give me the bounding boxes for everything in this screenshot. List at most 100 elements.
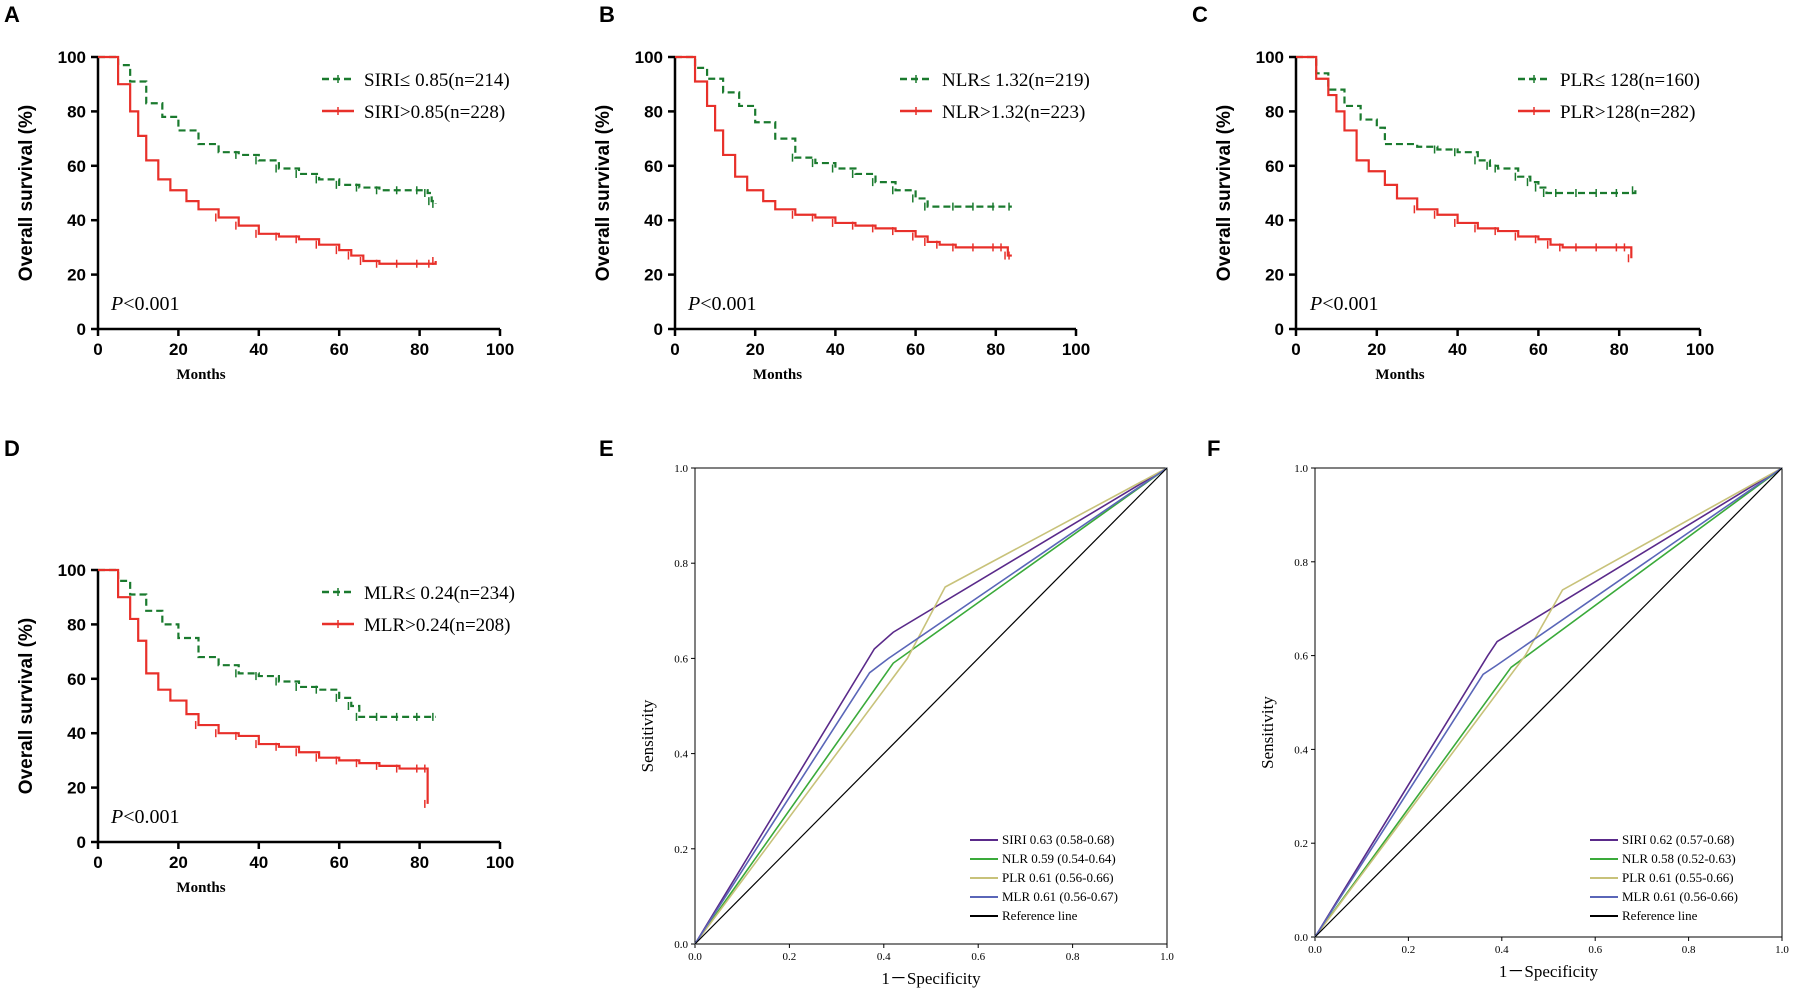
legend-label: MLR≤ 0.24(n=234) [364, 583, 515, 604]
x-axis-label: Months [176, 880, 225, 896]
y-tick-label: 100 [58, 561, 86, 580]
y-tick-label: 0.2 [674, 844, 688, 856]
roc-panel-f: F 0.0 0.2 0.4 0.6 0.8 1.0 0.0 0.2 0.4 0.6 0.8 1.0 1－S… [1207, 436, 1789, 981]
y-tick-label: 80 [644, 102, 663, 121]
x-tick-label: 0.2 [783, 951, 797, 963]
panel-letter: C [1192, 2, 1208, 27]
y-tick-label: 60 [67, 670, 86, 689]
y-tick-label: 0.2 [1294, 838, 1308, 850]
y-tick-label: 100 [58, 48, 86, 67]
y-tick-label: 0 [1275, 320, 1284, 339]
plot-frame [694, 467, 1168, 945]
y-tick-label: 40 [67, 211, 86, 230]
x-tick-label: 0.6 [971, 951, 985, 963]
x-tick-label: 0 [670, 340, 679, 359]
x-tick-label: 0.6 [1588, 944, 1602, 956]
p-value-italic: P [110, 293, 123, 315]
x-tick-label: 20 [169, 340, 188, 359]
x-tick-label: 80 [410, 340, 429, 359]
legend-label: Reference line [1622, 908, 1698, 923]
y-tick-label: 100 [1256, 48, 1284, 67]
x-tick-label: 80 [410, 853, 429, 872]
p-value-italic: P [687, 293, 700, 315]
x-axis-label: Months [176, 367, 225, 383]
survival-curve-low [675, 55, 1012, 208]
roc-curve-mlr [1314, 467, 1783, 938]
p-value-text: <0.001 [1322, 293, 1378, 315]
x-tick-label: 20 [169, 853, 188, 872]
roc-curve-mlr [694, 467, 1168, 945]
y-tick-label: 0 [654, 320, 663, 339]
x-tick-label: 0.4 [877, 951, 891, 963]
y-tick-label: 0.8 [1294, 557, 1308, 569]
plot-frame [1314, 467, 1783, 938]
p-value: P<0.001 [687, 293, 757, 315]
y-tick-label: 0.6 [674, 653, 688, 665]
legend-label: SIRI>0.85(n=228) [364, 102, 505, 123]
roc-curve-nlr [694, 467, 1168, 945]
legend-label: NLR 0.59 (0.54-0.64) [1002, 851, 1116, 866]
x-tick-label: 0.8 [1066, 951, 1080, 963]
y-tick-label: 20 [644, 266, 663, 285]
y-tick-label: 0 [77, 833, 86, 852]
x-tick-label: 60 [906, 340, 925, 359]
y-tick-label: 0.0 [1294, 932, 1308, 944]
legend-label: MLR>0.24(n=208) [364, 615, 511, 636]
x-tick-label: 20 [1367, 340, 1386, 359]
survival-curve-high [1296, 55, 1633, 259]
y-tick-label: 60 [1265, 157, 1284, 176]
panel-letter: D [4, 436, 20, 461]
y-tick-label: 20 [1265, 266, 1284, 285]
y-axis-label: Overall survival (%) [16, 618, 37, 794]
y-tick-label: 20 [67, 266, 86, 285]
x-tick-label: 20 [746, 340, 765, 359]
roc-curve-siri [694, 467, 1168, 945]
km-panel-a: A 0 20 40 60 80 100 0 20 40 60 80 100 Months Overall s… [4, 2, 514, 383]
y-tick-label: 0.4 [1294, 744, 1308, 756]
p-value-text: <0.001 [123, 293, 179, 315]
x-tick-label: 40 [1448, 340, 1467, 359]
x-axis-label: 1－Specificity [881, 969, 981, 988]
legend-label: SIRI 0.62 (0.57-0.68) [1622, 832, 1734, 847]
legend-label: MLR 0.61 (0.56-0.67) [1002, 889, 1118, 904]
legend-label: PLR≤ 128(n=160) [1560, 70, 1700, 91]
x-tick-label: 1.0 [1775, 944, 1789, 956]
panel-letter: B [599, 2, 615, 27]
x-tick-label: 40 [826, 340, 845, 359]
legend-label: MLR 0.61 (0.56-0.66) [1622, 889, 1738, 904]
y-tick-label: 100 [635, 48, 663, 67]
km-panel-b: B 0 20 40 60 80 100 0 20 40 60 80 100 Months Overall s… [593, 2, 1090, 383]
legend-label: NLR≤ 1.32(n=219) [942, 70, 1090, 91]
y-axis-label: Sensitivity [638, 699, 657, 772]
p-value: P<0.001 [1309, 293, 1379, 315]
x-tick-label: 40 [249, 853, 268, 872]
p-value: P<0.001 [110, 806, 180, 828]
x-tick-label: 100 [1686, 340, 1714, 359]
x-tick-label: 0.4 [1495, 944, 1509, 956]
legend-label: NLR>1.32(n=223) [942, 102, 1085, 123]
legend-label: PLR>128(n=282) [1560, 102, 1695, 123]
y-tick-label: 60 [644, 157, 663, 176]
y-tick-label: 0.0 [674, 939, 688, 951]
x-tick-label: 0 [1291, 340, 1300, 359]
y-axis-label: Overall survival (%) [593, 105, 614, 281]
x-tick-label: 0.8 [1682, 944, 1696, 956]
x-tick-label: 40 [249, 340, 268, 359]
roc-curve-reference [694, 467, 1168, 945]
survival-curve-high [98, 568, 429, 804]
panel-letter: A [4, 2, 20, 27]
panel-letter: F [1207, 436, 1220, 461]
x-tick-label: 80 [1610, 340, 1629, 359]
x-tick-label: 60 [1529, 340, 1548, 359]
legend-label: SIRI 0.63 (0.58-0.68) [1002, 832, 1114, 847]
y-tick-label: 1.0 [1294, 463, 1308, 475]
y-tick-label: 0 [77, 320, 86, 339]
survival-curve-low [98, 568, 436, 718]
roc-panel-e: E 0.0 0.2 0.4 0.6 0.8 1.0 0.0 0.2 0.4 0.6 0.8 1.0 1－S… [599, 436, 1174, 988]
y-tick-label: 0.8 [674, 558, 688, 570]
survival-curve-low [98, 55, 437, 204]
p-value-text: <0.001 [700, 293, 756, 315]
y-axis-label: Overall survival (%) [1214, 105, 1235, 281]
x-tick-label: 60 [330, 853, 349, 872]
